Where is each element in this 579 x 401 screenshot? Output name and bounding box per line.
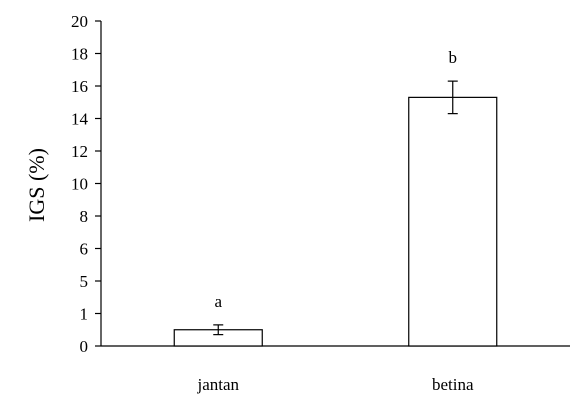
- data-label-betina: b: [449, 48, 458, 67]
- y-tick-label: 12: [71, 142, 88, 161]
- y-tick-label: 5: [80, 272, 89, 291]
- y-tick-label: 18: [71, 45, 88, 64]
- category-label-betina: betina: [432, 375, 474, 394]
- y-tick-label: 20: [71, 12, 88, 31]
- y-tick-label: 16: [71, 77, 88, 96]
- data-label-jantan: a: [214, 292, 222, 311]
- x-axis: jantan betina: [101, 345, 570, 394]
- y-tick-label: 6: [80, 240, 89, 259]
- y-axis-title: IGS (%): [24, 148, 49, 222]
- y-tick-label: 1: [80, 305, 89, 324]
- y-tick-label: 10: [71, 175, 88, 194]
- y-tick-label: 8: [80, 207, 89, 226]
- y-tick-label: 0: [80, 337, 89, 356]
- bars: ab: [173, 48, 498, 347]
- y-tick-label: 14: [71, 110, 89, 129]
- y-axis: 0 1 5 6 8 10 12 14 16 18 20: [71, 12, 102, 356]
- bar-betina: [408, 96, 498, 347]
- category-label-jantan: jantan: [196, 375, 239, 394]
